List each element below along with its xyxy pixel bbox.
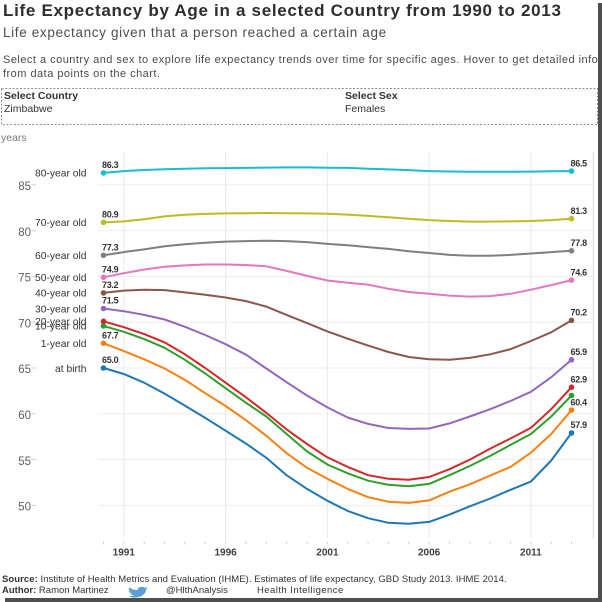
svg-text:2001: 2001 — [316, 548, 339, 559]
svg-text:86.3: 86.3 — [102, 160, 119, 170]
svg-text:75: 75 — [18, 273, 31, 285]
svg-text:73.2: 73.2 — [102, 280, 119, 290]
svg-text:85: 85 — [18, 181, 31, 193]
svg-text:60-year old: 60-year old — [35, 251, 87, 262]
svg-text:1-year old: 1-year old — [41, 339, 87, 350]
svg-text:20-year old: 20-year old — [35, 317, 87, 328]
svg-text:50: 50 — [18, 502, 31, 514]
svg-text:60.4: 60.4 — [571, 397, 588, 407]
svg-text:80-year old: 80-year old — [35, 169, 87, 180]
svg-text:70.2: 70.2 — [571, 308, 588, 318]
svg-text:1991: 1991 — [113, 548, 136, 559]
svg-text:74.6: 74.6 — [571, 267, 588, 277]
svg-text:at birth: at birth — [55, 364, 87, 375]
svg-text:10-year old: 10-year old — [35, 322, 87, 333]
svg-text:86.5: 86.5 — [571, 158, 588, 168]
svg-text:2011: 2011 — [520, 548, 542, 559]
svg-text:71.5: 71.5 — [102, 296, 119, 306]
svg-text:60: 60 — [18, 410, 31, 422]
svg-text:50-year old: 50-year old — [35, 273, 87, 284]
svg-text:80: 80 — [18, 227, 31, 239]
svg-text:77.8: 77.8 — [571, 238, 588, 248]
svg-text:74.9: 74.9 — [102, 265, 119, 275]
svg-text:40-year old: 40-year old — [35, 289, 87, 300]
svg-text:57.9: 57.9 — [571, 420, 588, 430]
svg-text:62.9: 62.9 — [571, 374, 588, 384]
svg-text:67.7: 67.7 — [102, 331, 119, 341]
svg-text:65: 65 — [18, 364, 31, 376]
svg-text:77.3: 77.3 — [102, 243, 119, 253]
svg-text:65.9: 65.9 — [571, 347, 588, 357]
svg-text:81.3: 81.3 — [571, 206, 588, 216]
svg-text:1996: 1996 — [214, 548, 237, 559]
svg-text:2006: 2006 — [418, 548, 441, 559]
svg-text:30-year old: 30-year old — [35, 304, 87, 315]
svg-text:65.0: 65.0 — [102, 355, 119, 365]
svg-text:70-year old: 70-year old — [35, 218, 87, 229]
svg-text:55: 55 — [18, 456, 31, 468]
svg-text:80.9: 80.9 — [102, 210, 119, 220]
svg-text:70: 70 — [18, 318, 31, 330]
